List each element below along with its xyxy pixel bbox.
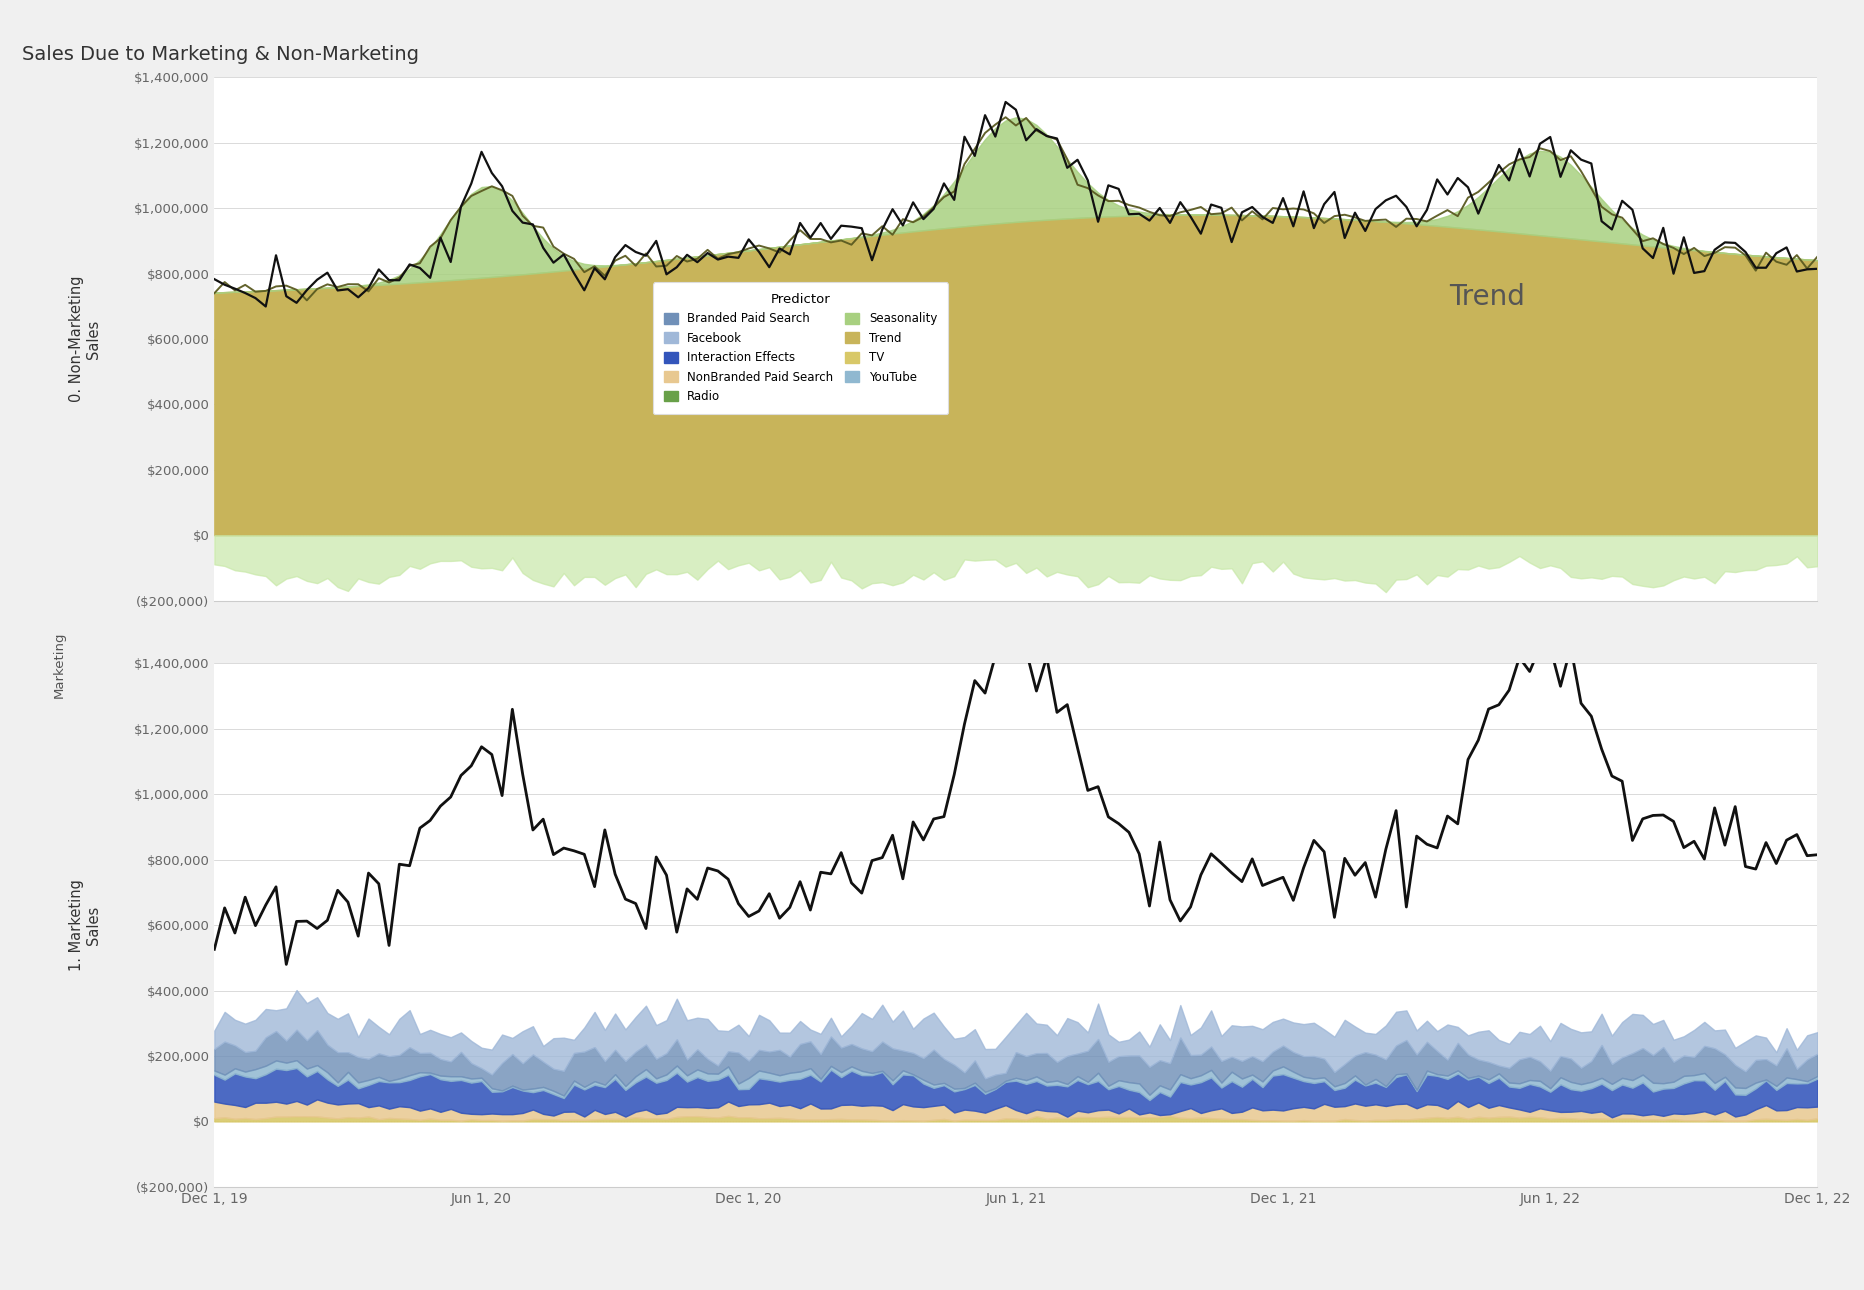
Y-axis label: 1. Marketing
Sales: 1. Marketing Sales [69,880,101,971]
Text: Sales Due to Marketing & Non-Marketing: Sales Due to Marketing & Non-Marketing [22,45,419,64]
Legend: Branded Paid Search, Facebook, Interaction Effects, NonBranded Paid Search, Radi: Branded Paid Search, Facebook, Interacti… [652,283,949,414]
Text: Trend: Trend [1448,283,1525,311]
Text: Marketing: Marketing [54,631,65,698]
Y-axis label: 0. Non-Marketing
Sales: 0. Non-Marketing Sales [69,276,101,402]
